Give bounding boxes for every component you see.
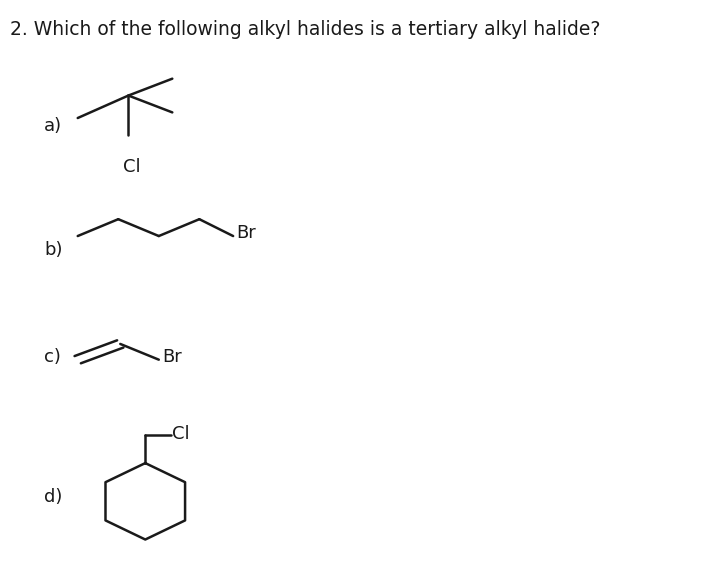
Text: Br: Br [236,224,256,242]
Text: b): b) [44,241,62,259]
Text: Cl: Cl [172,425,190,443]
Text: a): a) [44,117,62,135]
Text: Cl: Cl [123,158,141,176]
Text: c): c) [44,348,61,366]
Text: Br: Br [162,348,182,366]
Text: d): d) [44,488,62,506]
Text: 2. Which of the following alkyl halides is a tertiary alkyl halide?: 2. Which of the following alkyl halides … [10,20,600,39]
